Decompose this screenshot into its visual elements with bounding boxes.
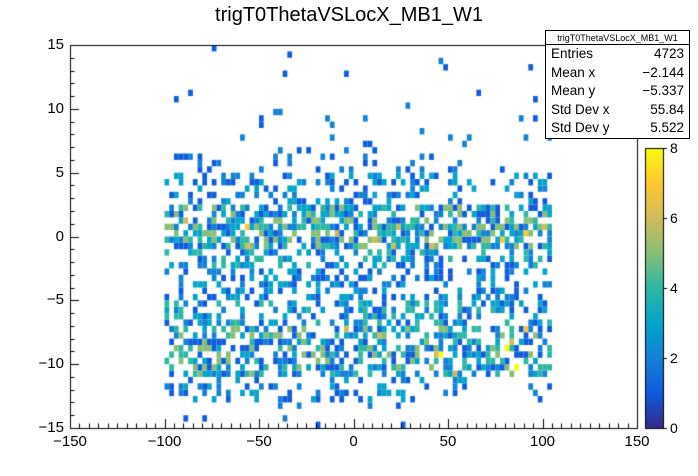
chart-title: trigT0ThetaVSLocX_MB1_W1 (215, 4, 483, 26)
stats-value: 5.522 (650, 120, 684, 136)
x-tick-label: 0 (349, 433, 358, 450)
x-tick-label: −150 (53, 433, 87, 450)
x-tick-label: 150 (624, 433, 650, 450)
y-tick-label: 5 (55, 163, 64, 181)
stats-value: −2.144 (642, 64, 684, 80)
stats-row: Entries 4723 (546, 45, 689, 64)
stats-row: Std Dev y 5.522 (546, 119, 689, 138)
stats-box: trigT0ThetaVSLocX_MB1_W1 Entries 4723 Mean… (545, 30, 690, 139)
x-tick-label: 50 (439, 433, 457, 450)
y-tick-label: −10 (38, 355, 64, 373)
x-tick-label: −50 (246, 433, 272, 450)
stats-label: Std Dev y (551, 120, 610, 136)
z-tick-label: 2 (670, 350, 678, 366)
z-tick-label: 4 (670, 280, 678, 296)
stats-label: Mean y (551, 83, 596, 99)
stats-row: Mean y −5.337 (546, 82, 689, 101)
z-tick-label: 0 (670, 420, 678, 436)
y-tick-label: 0 (55, 227, 64, 245)
stats-rows: Entries 4723 Mean x −2.144 Mean y −5.337 Std D… (546, 45, 689, 138)
z-tick-label: 6 (670, 210, 678, 226)
stats-label: Std Dev x (551, 101, 610, 117)
y-tick-label: −15 (38, 419, 64, 436)
stats-box-title: trigT0ThetaVSLocX_MB1_W1 (546, 31, 689, 45)
stats-value: 55.84 (650, 101, 684, 117)
y-tick-label: −5 (46, 291, 64, 309)
stats-value: 4723 (653, 46, 684, 61)
stats-value: −5.337 (642, 83, 684, 99)
x-tick-label: −100 (147, 433, 182, 450)
stats-label: Mean x (551, 64, 596, 80)
y-tick-label: 10 (47, 99, 64, 117)
stats-label: Entries (551, 46, 594, 61)
stats-row: Std Dev x 55.84 (546, 101, 689, 120)
x-tick-label: 100 (529, 433, 556, 450)
y-tick-label: 15 (47, 36, 64, 53)
stats-row: Mean x −2.144 (546, 64, 689, 83)
z-tick-label: 8 (670, 140, 678, 156)
